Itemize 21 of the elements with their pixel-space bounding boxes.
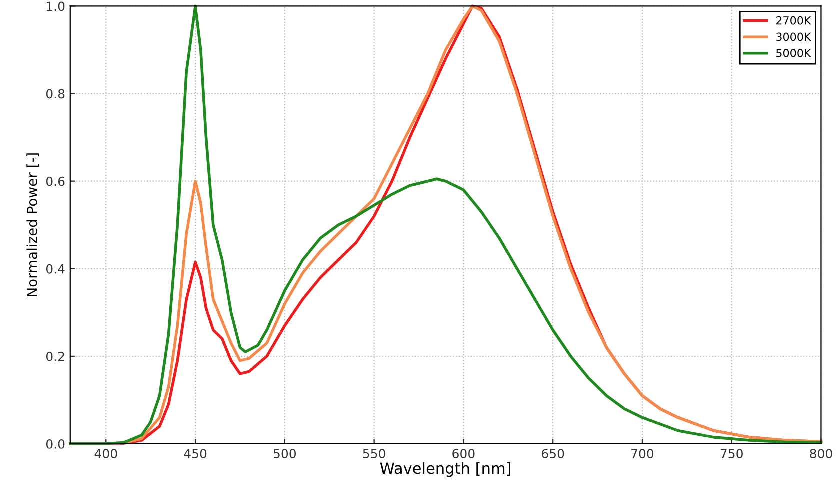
x-tick-label: 500 — [274, 449, 296, 459]
y-tick-label: 0.0 — [46, 439, 65, 449]
y-tick-label: 0.8 — [46, 89, 65, 99]
y-tick-label: 0.6 — [46, 176, 65, 186]
x-tick-label: 700 — [632, 449, 654, 459]
y-tick-label: 0.4 — [46, 264, 65, 274]
x-tick-label: 650 — [542, 449, 564, 459]
legend-label: 3000K — [776, 32, 812, 42]
y-axis-title: Normalized Power [-] — [26, 154, 40, 296]
x-tick-label: 750 — [720, 449, 743, 459]
line-series — [69, 4, 823, 446]
x-tick-label: 400 — [94, 449, 118, 459]
x-tick-label: 600 — [452, 449, 475, 459]
legend-label: 5000K — [776, 49, 812, 58]
x-axis-title: Wavelength [nm] — [380, 462, 510, 478]
x-tick-label: 550 — [363, 449, 386, 459]
y-tick-label: 1.0 — [47, 2, 65, 12]
y-tick-label: 0.2 — [46, 352, 64, 362]
x-tick-label: 450 — [184, 449, 207, 459]
legend-label: 2700K — [776, 16, 812, 25]
x-tick-label: 800 — [810, 449, 832, 459]
